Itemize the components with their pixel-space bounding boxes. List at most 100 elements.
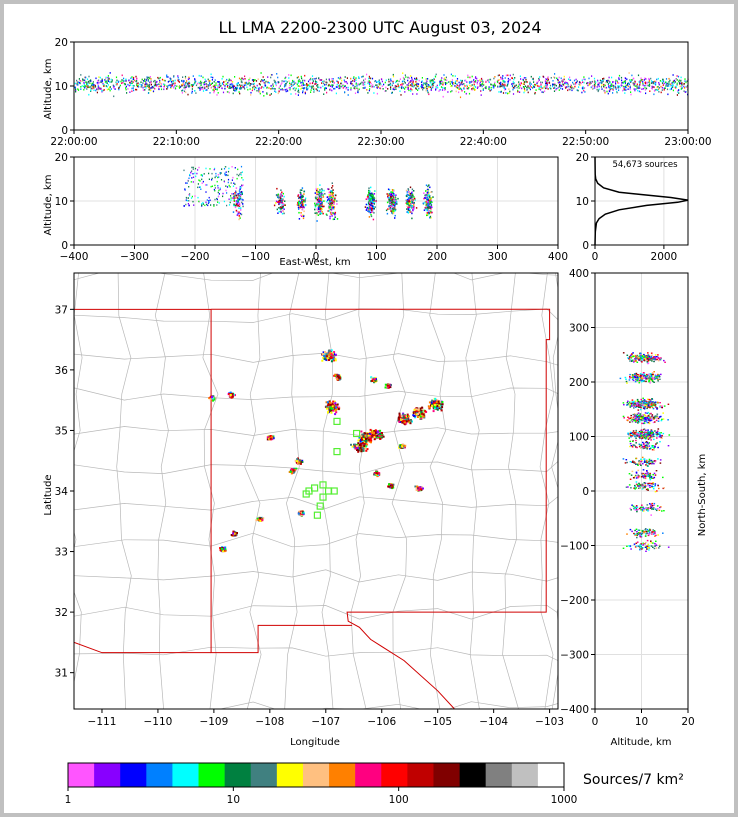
colorbar-swatch [120, 763, 147, 787]
station-marker [330, 487, 338, 495]
ew-y-tick-label: 10 [55, 196, 68, 208]
time-ylabel: Altitude, km [43, 59, 54, 120]
colorbar: 1 10 100 1000 [65, 762, 578, 806]
eastwest-ylabel: Altitude, km [43, 175, 54, 236]
colorbar-tick-label: 1000 [551, 794, 578, 806]
station-marker [313, 511, 321, 519]
ew-y-tick-label: 0 [61, 240, 68, 252]
time-altitude-axes [73, 41, 689, 131]
colorbar-swatch [511, 763, 539, 787]
colorbar-swatch [537, 763, 565, 787]
state-boundary-west [210, 309, 353, 654]
hist-x-tick-label: 0 [592, 251, 599, 263]
ns-x-tick-label: 10 [635, 716, 648, 728]
ns-xlabel: Altitude, km [611, 737, 672, 748]
ew-x-tick-label: −200 [181, 251, 210, 263]
plan-view-ylabel: Latitude [43, 474, 54, 515]
colorbar-swatch [224, 763, 252, 787]
map-y-tick-label: 35 [55, 425, 68, 437]
time-y-tick-label: 10 [55, 81, 68, 93]
time-x-tick-label: 22:00:00 [50, 136, 97, 148]
northsouth-sources [619, 352, 671, 552]
ns-y-tick-label: −400 [560, 704, 589, 716]
plan-view-sources [208, 349, 444, 553]
colorbar-tick-label: 100 [389, 794, 409, 806]
time-x-tick-label: 22:50:00 [562, 136, 609, 148]
map-x-tick-label: −107 [311, 716, 340, 728]
lma-figure: LL LMA 2200-2300 UTC August 03, 2024 22:… [43, 18, 712, 806]
state-boundary [211, 308, 551, 709]
colorbar-swatch [355, 763, 382, 787]
lma-stations [302, 417, 361, 519]
map-x-tick-label: −109 [199, 716, 228, 728]
map-x-tick-label: −106 [367, 716, 396, 728]
ew-x-tick-label: −300 [120, 251, 149, 263]
station-marker [353, 429, 361, 438]
map-y-tick-label: 36 [55, 365, 69, 377]
time-x-tick-label: 22:40:00 [460, 136, 507, 148]
ns-y-tick-label: 300 [569, 323, 589, 335]
colorbar-swatch [381, 763, 408, 787]
ew-x-tick-label: −400 [60, 251, 89, 263]
colorbar-swatch [302, 763, 330, 787]
map-y-tick-label: 33 [55, 547, 68, 559]
time-y-tick-label: 0 [61, 125, 68, 137]
ns-y-tick-label: 200 [569, 377, 589, 389]
station-marker [319, 493, 327, 501]
ew-x-tick-label: 300 [487, 251, 507, 263]
map-y-tick-label: 31 [55, 668, 68, 680]
ew-x-tick-label: 0 [313, 251, 320, 263]
time-y-tick-label: 20 [55, 37, 68, 49]
colorbar-swatch [68, 763, 95, 787]
eastwest-altitude-panel: −400 −300 −200 −100 0 100 200 300 400 0 10 20 [55, 152, 568, 263]
station-marker [319, 481, 327, 489]
colorbar-swatch [94, 763, 121, 787]
eastwest-sources [183, 165, 434, 222]
map-x-tick-label: −110 [144, 716, 173, 728]
hist-x-tick-label: 2000 [651, 251, 678, 263]
ew-x-tick-label: −100 [241, 251, 270, 263]
colorbar-swatch [146, 763, 173, 787]
colorbar-swatch [198, 763, 225, 787]
histogram-source-count: 54,673 sources [612, 160, 678, 170]
colorbar-swatch [329, 763, 356, 787]
time-altitude-panel: 22:00:00 22:10:00 22:20:00 22:30:00 22:40:00… [50, 37, 711, 148]
map-y-tick-label: 37 [55, 304, 68, 316]
ew-x-tick-label: 200 [427, 251, 447, 263]
colorbar-frame [67, 762, 565, 788]
figure-title: LL LMA 2200-2300 UTC August 03, 2024 [218, 18, 541, 37]
station-marker [333, 417, 341, 425]
ns-y-tick-label: 400 [569, 268, 589, 280]
map-x-tick-label: −103 [535, 716, 564, 728]
colorbar-tick-label: 10 [227, 794, 240, 806]
colorbar-label: Sources/7 km² [583, 772, 684, 788]
plan-view-xlabel: Longitude [290, 737, 340, 748]
colorbar-swatch [407, 763, 434, 787]
plan-view-panel: −111 −110 −109 −108 −107 −106 −105 −104 −103 31 32… [55, 272, 564, 728]
colorbar-swatch [433, 763, 460, 787]
map-x-tick-label: −104 [479, 716, 508, 728]
ns-y-tick-label: 100 [569, 432, 589, 444]
time-x-tick-label: 22:20:00 [255, 136, 302, 148]
map-x-tick-label: −111 [88, 716, 117, 728]
ns-x-tick-label: 0 [592, 716, 599, 728]
hist-y-tick-label: 20 [576, 152, 589, 164]
map-x-tick-label: −108 [255, 716, 284, 728]
hist-y-tick-label: 0 [582, 240, 589, 252]
time-altitude-sources [74, 72, 689, 99]
figure-frame: LL LMA 2200-2300 UTC August 03, 2024 22:… [4, 4, 734, 813]
ew-x-tick-label: 100 [366, 251, 386, 263]
map-y-tick-label: 32 [55, 607, 68, 619]
colorbar-tick-label: 1 [65, 794, 72, 806]
station-marker [302, 490, 310, 498]
colorbar-swatch [276, 763, 304, 787]
colorbar-swatch [172, 763, 199, 787]
time-x-tick-label: 22:30:00 [357, 136, 404, 148]
time-x-tick-label: 23:00:00 [664, 136, 711, 148]
station-marker [333, 448, 341, 456]
colorbar-swatch [485, 763, 513, 787]
altitude-histogram-panel: 0 2000 0 10 20 [576, 152, 689, 263]
map-layer [74, 273, 558, 709]
ew-x-tick-label: 400 [548, 251, 568, 263]
border-south-az [74, 641, 212, 654]
